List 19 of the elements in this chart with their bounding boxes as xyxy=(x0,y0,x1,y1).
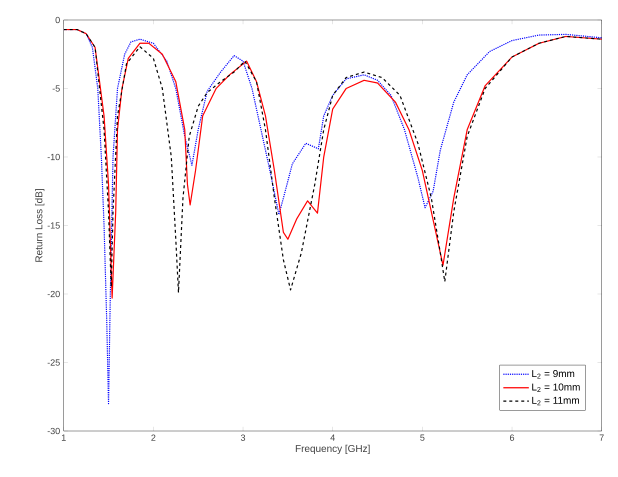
x-axis-title: Frequency [GHz] xyxy=(296,444,370,454)
y-tick-label: -15 xyxy=(48,222,60,229)
y-axis-title: Return Loss [dB] xyxy=(35,189,44,262)
y-tick-label: -20 xyxy=(48,290,60,298)
x-tick-label: 3 xyxy=(240,434,246,441)
y-tick-label: -30 xyxy=(48,428,60,434)
y-tick-label: -25 xyxy=(48,359,60,366)
x-tick-label: 2 xyxy=(151,434,156,441)
x-tick-label: 7 xyxy=(600,434,604,441)
x-tick-label: 5 xyxy=(420,434,424,441)
x-tick-label: 4 xyxy=(330,434,335,441)
y-tick-label: -5 xyxy=(52,85,60,92)
y-tick-label: 0 xyxy=(56,16,60,24)
legend-label: L$_{2}$ = 11mm xyxy=(532,396,579,406)
legend-label: L$_{2}$ = 10mm xyxy=(532,383,580,392)
legend-label: L$_{2}$ = 9mm xyxy=(532,370,574,379)
x-tick-label: 1 xyxy=(62,434,66,441)
x-tick-label: 6 xyxy=(510,434,514,441)
y-tick-label: -10 xyxy=(48,154,60,160)
